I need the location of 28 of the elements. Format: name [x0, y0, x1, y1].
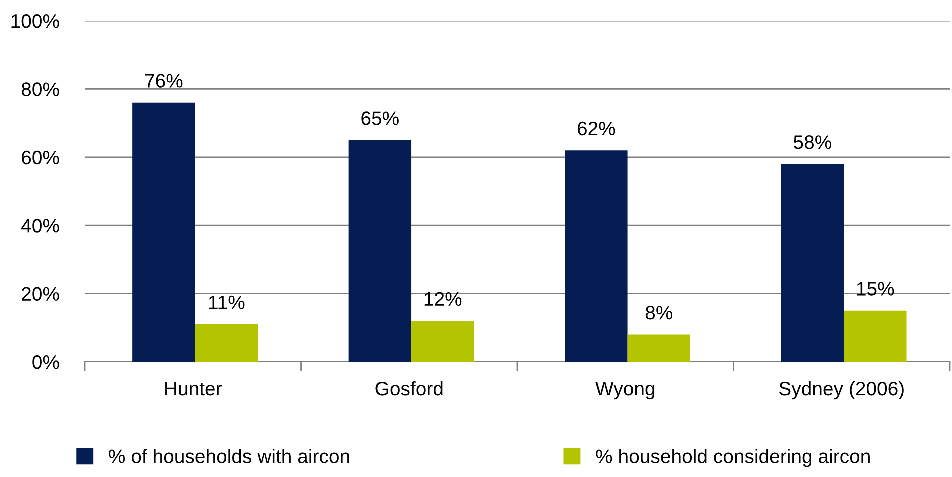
bar [628, 334, 690, 362]
bar [348, 140, 412, 362]
bar [844, 310, 907, 362]
bar [132, 102, 196, 362]
bar [412, 321, 474, 362]
y-tick-label: 80% [22, 82, 60, 96]
legend-label: % household considering aircon [596, 449, 870, 468]
bar [565, 150, 628, 362]
data-label: 65% [362, 112, 399, 126]
data-label: 62% [578, 122, 616, 136]
bar [195, 324, 258, 362]
legend-label: % of households with aircon [109, 449, 350, 464]
data-label: 58% [794, 135, 832, 150]
bar [781, 164, 844, 362]
x-tick-label: Gosford [376, 381, 443, 396]
x-tick-label: Wyong [596, 382, 655, 400]
y-tick-label: 60% [22, 150, 60, 165]
data-label: 11% [209, 296, 245, 310]
y-tick-label: 20% [22, 287, 60, 302]
x-tick-label: Sydney (2006) [780, 381, 904, 400]
x-tick-label: Hunter [166, 382, 222, 396]
data-label: 12% [424, 292, 462, 306]
y-tick-label: 100% [12, 14, 60, 28]
y-tick-label: 0% [32, 355, 60, 370]
y-tick-label: 40% [22, 219, 60, 233]
data-label: 8% [646, 306, 673, 320]
data-label: 76% [145, 74, 183, 88]
data-label: 15% [857, 282, 894, 296]
